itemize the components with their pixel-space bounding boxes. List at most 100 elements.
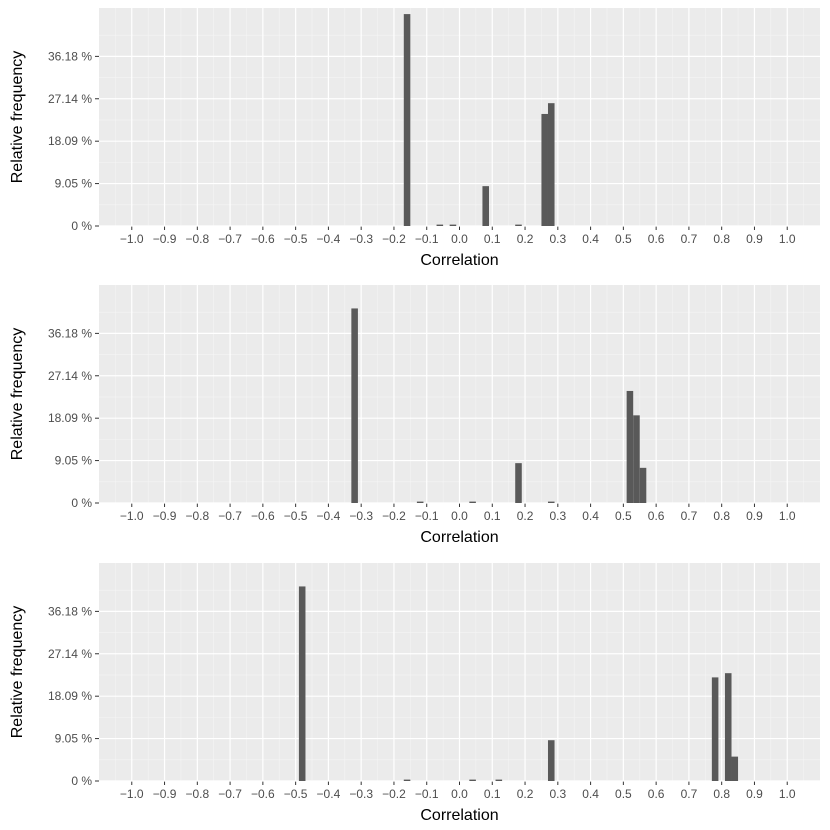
x-tick-label: 0.8 [713,232,730,246]
x-tick-label: −0.1 [415,509,439,523]
y-tick-label: 18.09 % [48,411,92,425]
x-tick-label: 0.5 [615,232,632,246]
y-tick-label: 9.05 % [55,177,93,191]
y-tick-label: 0 % [71,496,92,510]
histogram-bar [495,779,503,781]
x-tick-label: 0.7 [681,232,698,246]
histogram-bar [416,501,424,503]
histogram-bar [731,756,739,781]
y-tick-label: 36.18 % [48,49,92,63]
histogram-panel-3: −1.0 −0.9 −0.8 −0.7 −0.6 −0.5 −0.4 −0.3 −0.2 −0.1… [9,563,820,824]
histogram-panel-2: −1.0 −0.9 −0.8 −0.7 −0.6 −0.5 −0.4 −0.3 −0.2 −0.1… [9,285,820,546]
x-tick-label: −0.2 [382,509,406,523]
y-tick-label: 36.18 % [48,326,92,340]
x-tick-label: 0.2 [517,509,534,523]
histogram-panel-1: −1.0 −0.9 −0.8 −0.7 −0.6 −0.5 −0.4 −0.3 −0.2 −0.1… [9,8,820,269]
histogram-bar [724,673,732,781]
y-tick-label: 18.09 % [48,134,92,148]
y-tick-label: 36.18 % [48,604,92,618]
x-tick-label: −0.4 [317,232,341,246]
x-tick-label: −0.3 [349,509,373,523]
histogram-bar [436,224,444,226]
x-tick-label: −0.5 [284,509,308,523]
x-tick-label: −0.5 [284,787,308,801]
y-axis-title: Relative frequency [9,606,26,739]
x-tick-label: 0.2 [517,787,534,801]
x-tick-label: −0.9 [153,509,177,523]
x-tick-label: −0.8 [185,232,209,246]
y-axis-title: Relative frequency [9,328,26,461]
x-tick-label: −0.2 [382,232,406,246]
y-tick-label: 9.05 % [55,732,93,746]
x-tick-label: 0.9 [746,232,763,246]
x-tick-label: −0.5 [284,232,308,246]
x-tick-label: 0.2 [517,232,534,246]
histogram-bar [298,586,306,781]
x-axis-title: Correlation [420,252,498,269]
x-tick-label: −0.3 [349,787,373,801]
histogram-bar [403,14,411,227]
x-tick-label: 0.5 [615,787,632,801]
x-tick-label: 0.3 [549,509,566,523]
histogram-bar [547,501,555,503]
histogram-bar [547,740,555,781]
x-tick-label: 0.8 [713,787,730,801]
histogram-bar [515,224,522,226]
x-tick-label: −0.1 [415,232,439,246]
x-tick-label: 0.3 [549,232,566,246]
x-tick-label: 0.0 [451,509,468,523]
x-axis-title: Correlation [420,529,498,546]
x-tick-label: −0.8 [185,787,209,801]
y-tick-label: 0 % [71,219,92,233]
x-tick-label: 0.1 [484,509,501,523]
x-tick-label: 1.0 [779,509,796,523]
x-tick-label: 0.6 [648,787,665,801]
x-tick-label: 0.6 [648,232,665,246]
x-tick-label: −0.3 [349,232,373,246]
y-tick-label: 9.05 % [55,454,93,468]
x-tick-label: −0.6 [251,232,275,246]
histogram-bar [547,103,555,226]
x-tick-label: −1.0 [120,509,144,523]
histogram-bar [449,224,457,226]
x-tick-label: 0.3 [549,787,566,801]
y-tick-label: 27.14 % [48,369,92,383]
x-tick-label: 0.0 [451,787,468,801]
x-tick-label: −0.7 [218,232,242,246]
x-tick-label: 0.5 [615,509,632,523]
x-tick-label: −0.1 [415,787,439,801]
histogram-bar [469,501,476,503]
x-tick-label: 0.1 [484,232,501,246]
y-axis-title: Relative frequency [9,51,26,184]
y-tick-label: 27.14 % [48,647,92,661]
x-tick-label: 0.4 [582,787,599,801]
x-tick-label: 0.7 [681,787,698,801]
x-tick-label: 1.0 [779,232,796,246]
y-tick-label: 18.09 % [48,689,92,703]
y-tick-label: 27.14 % [48,92,92,106]
x-tick-label: −0.4 [317,787,341,801]
x-tick-label: −0.6 [251,509,275,523]
histogram-bar [711,677,719,781]
x-tick-label: −0.8 [185,509,209,523]
histogram-bar [626,390,634,503]
x-tick-label: −0.7 [218,787,242,801]
x-tick-label: 0.8 [713,509,730,523]
x-axis-title: Correlation [420,807,498,824]
x-tick-label: 1.0 [779,787,796,801]
histogram-bar [541,113,548,226]
x-tick-label: 0.9 [746,509,763,523]
histogram-bar [403,779,411,781]
x-tick-label: −0.9 [153,787,177,801]
x-tick-label: 0.7 [681,509,698,523]
x-tick-label: 0.9 [746,787,763,801]
histogram-bar [515,463,522,503]
x-tick-label: −0.9 [153,232,177,246]
histogram-bar [633,415,640,503]
x-tick-label: −0.4 [317,509,341,523]
y-tick-label: 0 % [71,774,92,788]
histogram-bar [469,779,476,781]
histogram-bar [639,467,647,503]
x-tick-label: −1.0 [120,787,144,801]
